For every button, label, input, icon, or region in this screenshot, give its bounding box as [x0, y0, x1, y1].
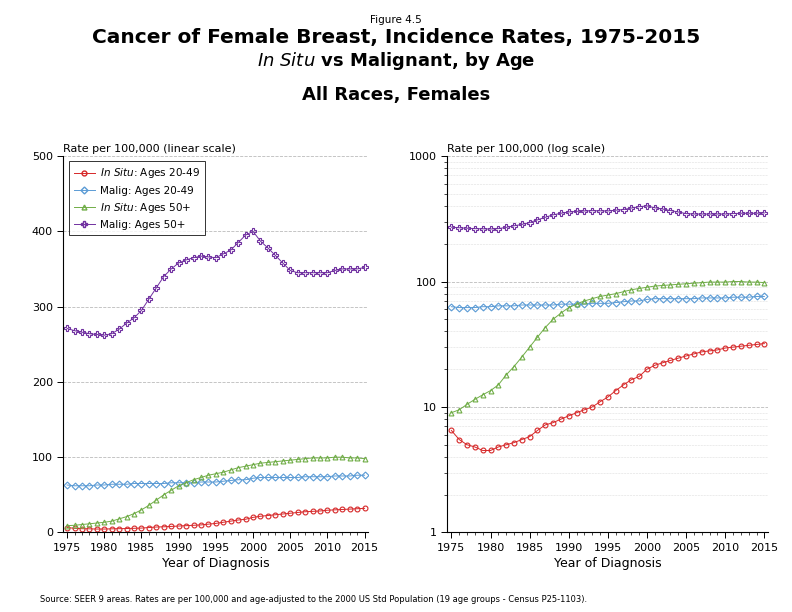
Text: Rate per 100,000 (log scale): Rate per 100,000 (log scale)	[447, 144, 606, 154]
X-axis label: Year of Diagnosis: Year of Diagnosis	[162, 557, 269, 570]
Text: All Races, Females: All Races, Females	[302, 86, 490, 103]
Text: $\it{In\ Situ}$ vs Malignant, by Age: $\it{In\ Situ}$ vs Malignant, by Age	[257, 50, 535, 72]
Text: Rate per 100,000 (linear scale): Rate per 100,000 (linear scale)	[63, 144, 236, 154]
X-axis label: Year of Diagnosis: Year of Diagnosis	[554, 557, 661, 570]
Legend: $\it{In\ Situ}$: Ages 20-49, Malig: Ages 20-49, $\it{In\ Situ}$: Ages 50+, Malig: $\it{In\ Situ}$: Ages 20-49, Malig: Ages…	[69, 162, 205, 235]
Text: Source: SEER 9 areas. Rates are per 100,000 and age-adjusted to the 2000 US Std : Source: SEER 9 areas. Rates are per 100,…	[40, 595, 587, 604]
Text: Figure 4.5: Figure 4.5	[370, 15, 422, 25]
Text: Cancer of Female Breast, Incidence Rates, 1975-2015: Cancer of Female Breast, Incidence Rates…	[92, 28, 700, 47]
